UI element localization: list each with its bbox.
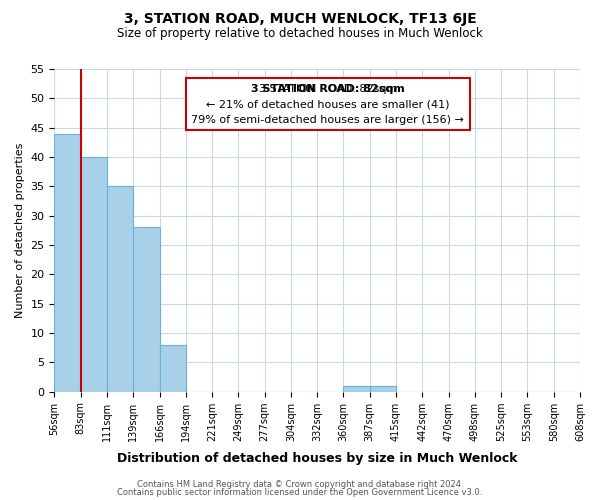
Bar bbox=[160, 344, 186, 392]
Y-axis label: Number of detached properties: Number of detached properties bbox=[15, 142, 25, 318]
Text: Contains HM Land Registry data © Crown copyright and database right 2024.: Contains HM Land Registry data © Crown c… bbox=[137, 480, 463, 489]
Bar bbox=[55, 134, 80, 392]
Text: Size of property relative to detached houses in Much Wenlock: Size of property relative to detached ho… bbox=[117, 28, 483, 40]
Bar bbox=[107, 186, 133, 392]
Bar bbox=[133, 228, 160, 392]
Text: 3 STATION ROAD: 82sqm
← 21% of detached houses are smaller (41)
79% of semi-deta: 3 STATION ROAD: 82sqm ← 21% of detached … bbox=[191, 84, 464, 124]
Bar bbox=[370, 386, 396, 392]
Bar bbox=[343, 386, 370, 392]
X-axis label: Distribution of detached houses by size in Much Wenlock: Distribution of detached houses by size … bbox=[117, 452, 517, 465]
Text: 3 STATION ROAD: 82sqm: 3 STATION ROAD: 82sqm bbox=[251, 84, 404, 94]
Bar bbox=[80, 157, 107, 392]
Text: Contains public sector information licensed under the Open Government Licence v3: Contains public sector information licen… bbox=[118, 488, 482, 497]
Text: 3, STATION ROAD, MUCH WENLOCK, TF13 6JE: 3, STATION ROAD, MUCH WENLOCK, TF13 6JE bbox=[124, 12, 476, 26]
